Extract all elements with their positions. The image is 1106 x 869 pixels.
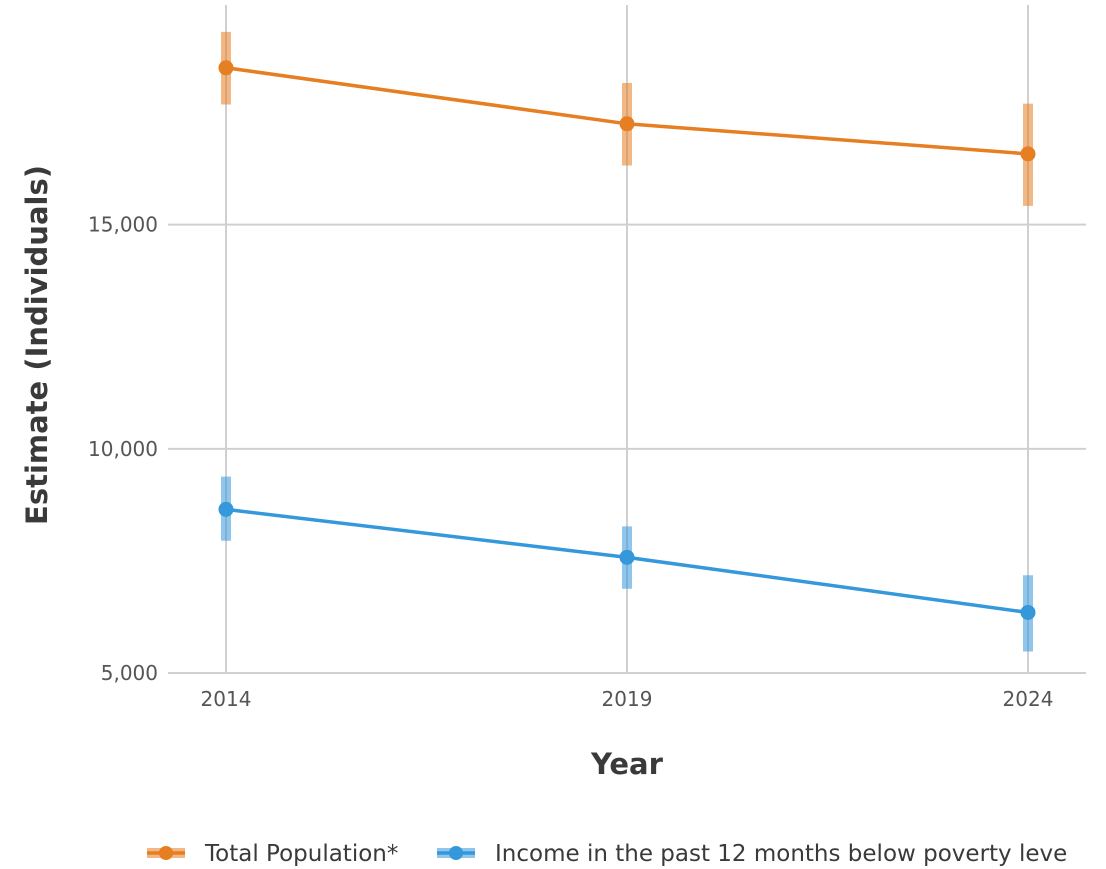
legend-entry-2: Income in the past 12 months below pover… [437, 841, 1067, 867]
x-tick-label: 2014 [201, 687, 252, 711]
data-point [619, 116, 635, 132]
data-point [218, 501, 234, 517]
legend-label: Total Population* [204, 841, 398, 867]
series-layer [218, 31, 1036, 652]
series-2 [218, 476, 1036, 652]
legend-swatch-point [159, 846, 173, 860]
legend: Total Population* Income in the past 12 m… [147, 841, 1067, 867]
legend-entry-1: Total Population* [147, 841, 398, 867]
data-point [1020, 146, 1036, 162]
legend-label: Income in the past 12 months below pover… [495, 841, 1067, 867]
x-axis-title: Year [590, 747, 664, 781]
legend-swatch-point [449, 846, 463, 860]
y-tick-label: 15,000 [88, 213, 158, 237]
data-point [1020, 604, 1036, 620]
data-point [619, 549, 635, 565]
data-point [218, 60, 234, 76]
series-1 [218, 31, 1036, 206]
y-tick-label: 10,000 [88, 437, 158, 461]
y-axis-title: Estimate (Individuals) [20, 165, 54, 525]
y-axis-ticks: 5,000 10,000 15,000 [88, 213, 158, 685]
x-axis-ticks: 2014 2019 2024 [201, 687, 1054, 711]
x-tick-label: 2024 [1003, 687, 1054, 711]
x-tick-label: 2019 [602, 687, 653, 711]
y-tick-label: 5,000 [101, 661, 158, 685]
